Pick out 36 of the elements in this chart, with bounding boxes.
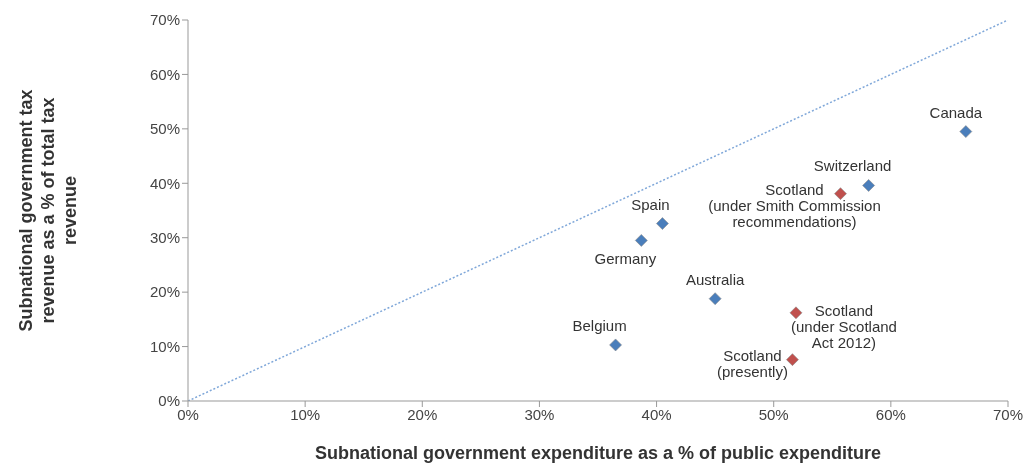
point <box>834 187 847 200</box>
point <box>656 217 669 230</box>
y-tick-label: 50% <box>149 120 180 138</box>
point <box>786 353 799 366</box>
annotation: Switzerland <box>813 157 892 175</box>
annotation: Canada <box>929 103 983 121</box>
annotation: Germany <box>594 250 657 268</box>
y-tick-label: 20% <box>149 283 180 301</box>
y-tick-label: 70% <box>149 11 180 29</box>
y-tick-label: 40% <box>149 174 180 192</box>
point <box>862 179 875 192</box>
y-tick-label: 60% <box>149 65 180 83</box>
annotation: Scotland (presently) <box>717 346 788 380</box>
annotation: Belgium <box>572 316 627 334</box>
annotation: Scotland (under Scotland Act 2012) <box>791 301 897 351</box>
x-tick-label: 10% <box>290 405 321 423</box>
x-axis-title: Subnational government expenditure as a % of public expenditure <box>314 443 882 463</box>
y-tick-label: 30% <box>149 229 180 247</box>
x-tick-label: 20% <box>407 405 438 423</box>
y-axis-title: Subnational government tax revenue as a % of total tax revenue <box>16 89 80 332</box>
y-tick-label: 10% <box>149 337 180 355</box>
point <box>635 234 648 247</box>
x-tick-label: 50% <box>758 405 789 423</box>
x-tick-label: 0% <box>177 405 199 423</box>
point <box>609 338 622 352</box>
y-tick-label: 0% <box>158 392 180 410</box>
x-tick-label: 30% <box>524 405 555 423</box>
x-tick-label: 40% <box>641 405 672 423</box>
point <box>959 125 973 138</box>
point <box>789 306 803 320</box>
annotation: Australia <box>685 270 745 288</box>
annotation: Scotland (under Smith Commission recommendations) <box>708 180 881 230</box>
x-tick-label: 60% <box>875 405 906 423</box>
annotation: Spain <box>631 195 670 213</box>
point <box>708 292 722 305</box>
x-tick-label: 70% <box>992 405 1024 423</box>
